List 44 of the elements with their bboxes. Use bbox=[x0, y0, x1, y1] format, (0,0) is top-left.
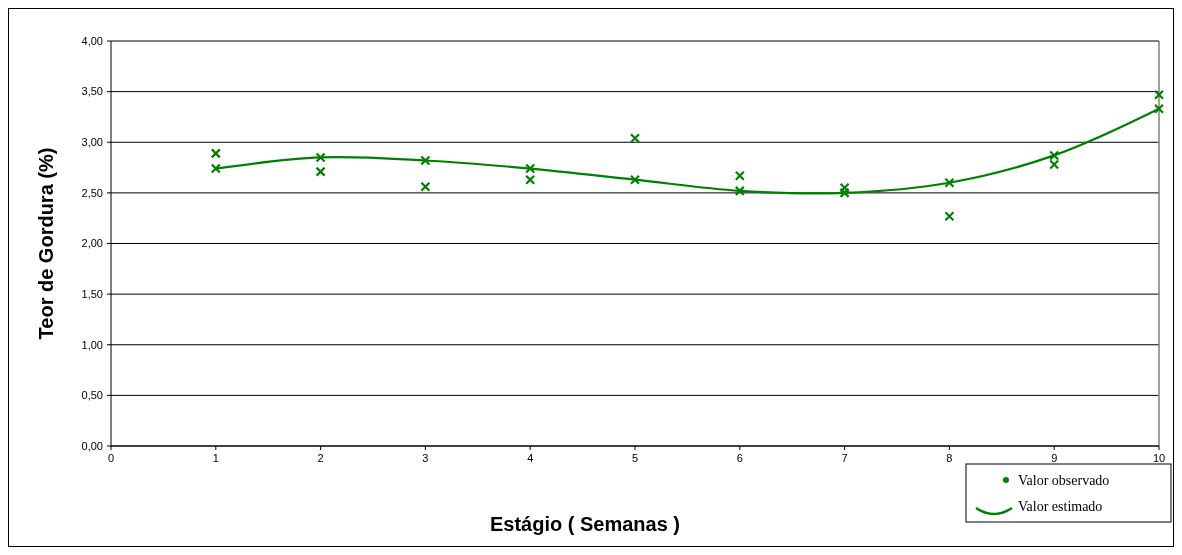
y-axis-title: Teor de Gordura (%) bbox=[35, 147, 57, 340]
x-tick-label: 10 bbox=[1152, 452, 1166, 464]
point bbox=[315, 166, 326, 177]
x-tick-label: 4 bbox=[527, 452, 534, 464]
point bbox=[525, 163, 536, 174]
y-tick-label: 2,50 bbox=[81, 186, 103, 199]
x-tick-label: 5 bbox=[631, 452, 639, 464]
x-axis-title: Estágio ( Semanas ) bbox=[489, 513, 681, 535]
y-tick-label: 2,00 bbox=[81, 237, 103, 250]
y-tick-label: 1,00 bbox=[81, 338, 103, 351]
y-tick-label: 3,00 bbox=[81, 136, 103, 149]
legend-label: Valor observado bbox=[1018, 472, 1110, 488]
point bbox=[420, 181, 431, 192]
point bbox=[315, 152, 326, 163]
y-tick-label: 4,00 bbox=[81, 34, 103, 47]
x-tick-label: 1 bbox=[212, 452, 219, 464]
legend-label: Valor estimado bbox=[1018, 498, 1103, 514]
point bbox=[839, 187, 850, 198]
point bbox=[210, 163, 221, 174]
x-tick-label: 8 bbox=[946, 452, 953, 464]
point bbox=[629, 133, 641, 144]
x-tick-label: 7 bbox=[841, 452, 848, 464]
point bbox=[734, 185, 745, 196]
point bbox=[210, 148, 221, 159]
y-tick-label: 0,00 bbox=[81, 439, 103, 452]
point bbox=[839, 182, 850, 193]
point bbox=[1153, 89, 1165, 100]
point bbox=[525, 174, 536, 185]
x-tick-label: 0 bbox=[107, 452, 115, 464]
point bbox=[1049, 159, 1060, 170]
x-tick-label: 9 bbox=[1051, 452, 1058, 464]
y-tick-label: 1,50 bbox=[81, 287, 103, 300]
point bbox=[629, 174, 641, 185]
point bbox=[734, 170, 745, 181]
x-tick-label: 3 bbox=[422, 452, 429, 464]
point bbox=[420, 155, 431, 166]
point bbox=[944, 177, 955, 188]
point bbox=[1049, 150, 1060, 161]
x-tick-label: 6 bbox=[736, 452, 743, 464]
y-tick-label: 3,50 bbox=[81, 85, 103, 98]
point bbox=[944, 211, 955, 222]
x-tick-label: 2 bbox=[317, 452, 324, 464]
point bbox=[1153, 103, 1165, 114]
y-tick-label: 0,50 bbox=[81, 389, 103, 402]
